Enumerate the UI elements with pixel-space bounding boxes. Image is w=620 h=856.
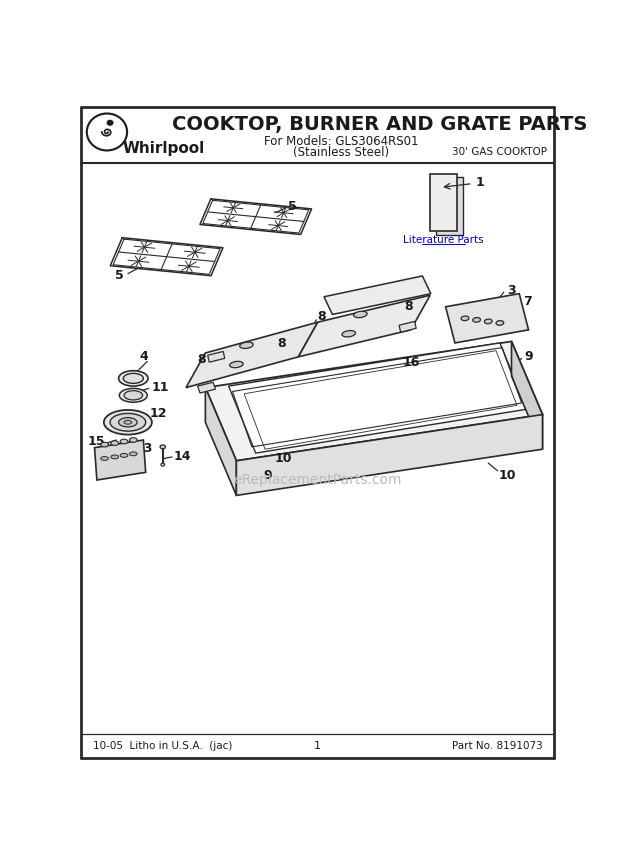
- Text: 14: 14: [174, 449, 191, 462]
- Ellipse shape: [104, 410, 152, 435]
- Text: 8: 8: [317, 310, 326, 324]
- Text: COOKTOP, BURNER AND GRATE PARTS: COOKTOP, BURNER AND GRATE PARTS: [172, 115, 587, 134]
- Text: 9: 9: [524, 350, 533, 363]
- Text: For Models: GLS3064RS01: For Models: GLS3064RS01: [264, 134, 418, 148]
- Polygon shape: [205, 342, 542, 461]
- Text: 11: 11: [151, 381, 169, 394]
- Text: 5: 5: [115, 269, 124, 282]
- Text: 8: 8: [198, 354, 206, 366]
- Ellipse shape: [119, 389, 148, 402]
- Ellipse shape: [229, 361, 243, 368]
- Text: (Stainless Steel): (Stainless Steel): [293, 146, 389, 158]
- Ellipse shape: [124, 420, 131, 425]
- Ellipse shape: [124, 390, 143, 400]
- Ellipse shape: [120, 454, 128, 457]
- Text: Whirlpool: Whirlpool: [123, 141, 205, 157]
- Polygon shape: [298, 295, 430, 357]
- Text: 8: 8: [278, 337, 286, 350]
- Text: Part No. 8191073: Part No. 8191073: [452, 741, 542, 752]
- Text: 15: 15: [87, 435, 105, 448]
- Text: eReplacementParts.com: eReplacementParts.com: [234, 473, 402, 487]
- Polygon shape: [512, 342, 542, 449]
- Text: 4: 4: [139, 350, 148, 363]
- Ellipse shape: [342, 330, 355, 337]
- Polygon shape: [446, 294, 528, 343]
- Ellipse shape: [107, 120, 113, 126]
- Polygon shape: [186, 322, 317, 388]
- Text: 10-05  Litho in U.S.A.  (jac): 10-05 Litho in U.S.A. (jac): [93, 741, 232, 752]
- Ellipse shape: [123, 373, 143, 383]
- Ellipse shape: [484, 319, 492, 324]
- Text: 1: 1: [476, 175, 485, 188]
- Ellipse shape: [111, 455, 118, 459]
- Text: 30' GAS COOKTOP: 30' GAS COOKTOP: [453, 147, 547, 157]
- Ellipse shape: [160, 445, 166, 449]
- Ellipse shape: [100, 443, 108, 447]
- Text: 10: 10: [498, 469, 516, 482]
- Ellipse shape: [161, 463, 165, 467]
- Ellipse shape: [118, 371, 148, 386]
- Polygon shape: [198, 383, 216, 393]
- Polygon shape: [324, 276, 431, 314]
- Ellipse shape: [130, 437, 137, 443]
- Text: 13: 13: [136, 442, 153, 455]
- Polygon shape: [94, 440, 146, 480]
- Ellipse shape: [496, 321, 503, 325]
- Ellipse shape: [100, 456, 108, 461]
- Text: 3: 3: [507, 284, 515, 297]
- Polygon shape: [205, 388, 236, 496]
- Ellipse shape: [240, 342, 253, 348]
- Polygon shape: [430, 174, 458, 231]
- Ellipse shape: [110, 413, 146, 431]
- Polygon shape: [208, 352, 224, 362]
- Ellipse shape: [130, 452, 137, 455]
- Ellipse shape: [111, 441, 118, 445]
- Ellipse shape: [473, 318, 480, 322]
- Text: 16: 16: [402, 356, 420, 369]
- Ellipse shape: [353, 312, 367, 318]
- Text: 8: 8: [404, 300, 413, 312]
- Ellipse shape: [461, 316, 469, 321]
- Text: 12: 12: [149, 407, 167, 420]
- Polygon shape: [435, 177, 463, 235]
- Text: 9: 9: [263, 469, 272, 482]
- Text: 1: 1: [314, 741, 321, 752]
- Ellipse shape: [118, 418, 137, 427]
- Text: 5: 5: [288, 200, 297, 213]
- Text: 2: 2: [371, 285, 380, 298]
- Text: 7: 7: [523, 294, 532, 308]
- Text: 10: 10: [274, 452, 291, 465]
- Ellipse shape: [120, 439, 128, 443]
- Polygon shape: [399, 321, 416, 332]
- Polygon shape: [229, 343, 527, 453]
- Polygon shape: [236, 414, 542, 496]
- Text: Literature Parts: Literature Parts: [403, 235, 484, 245]
